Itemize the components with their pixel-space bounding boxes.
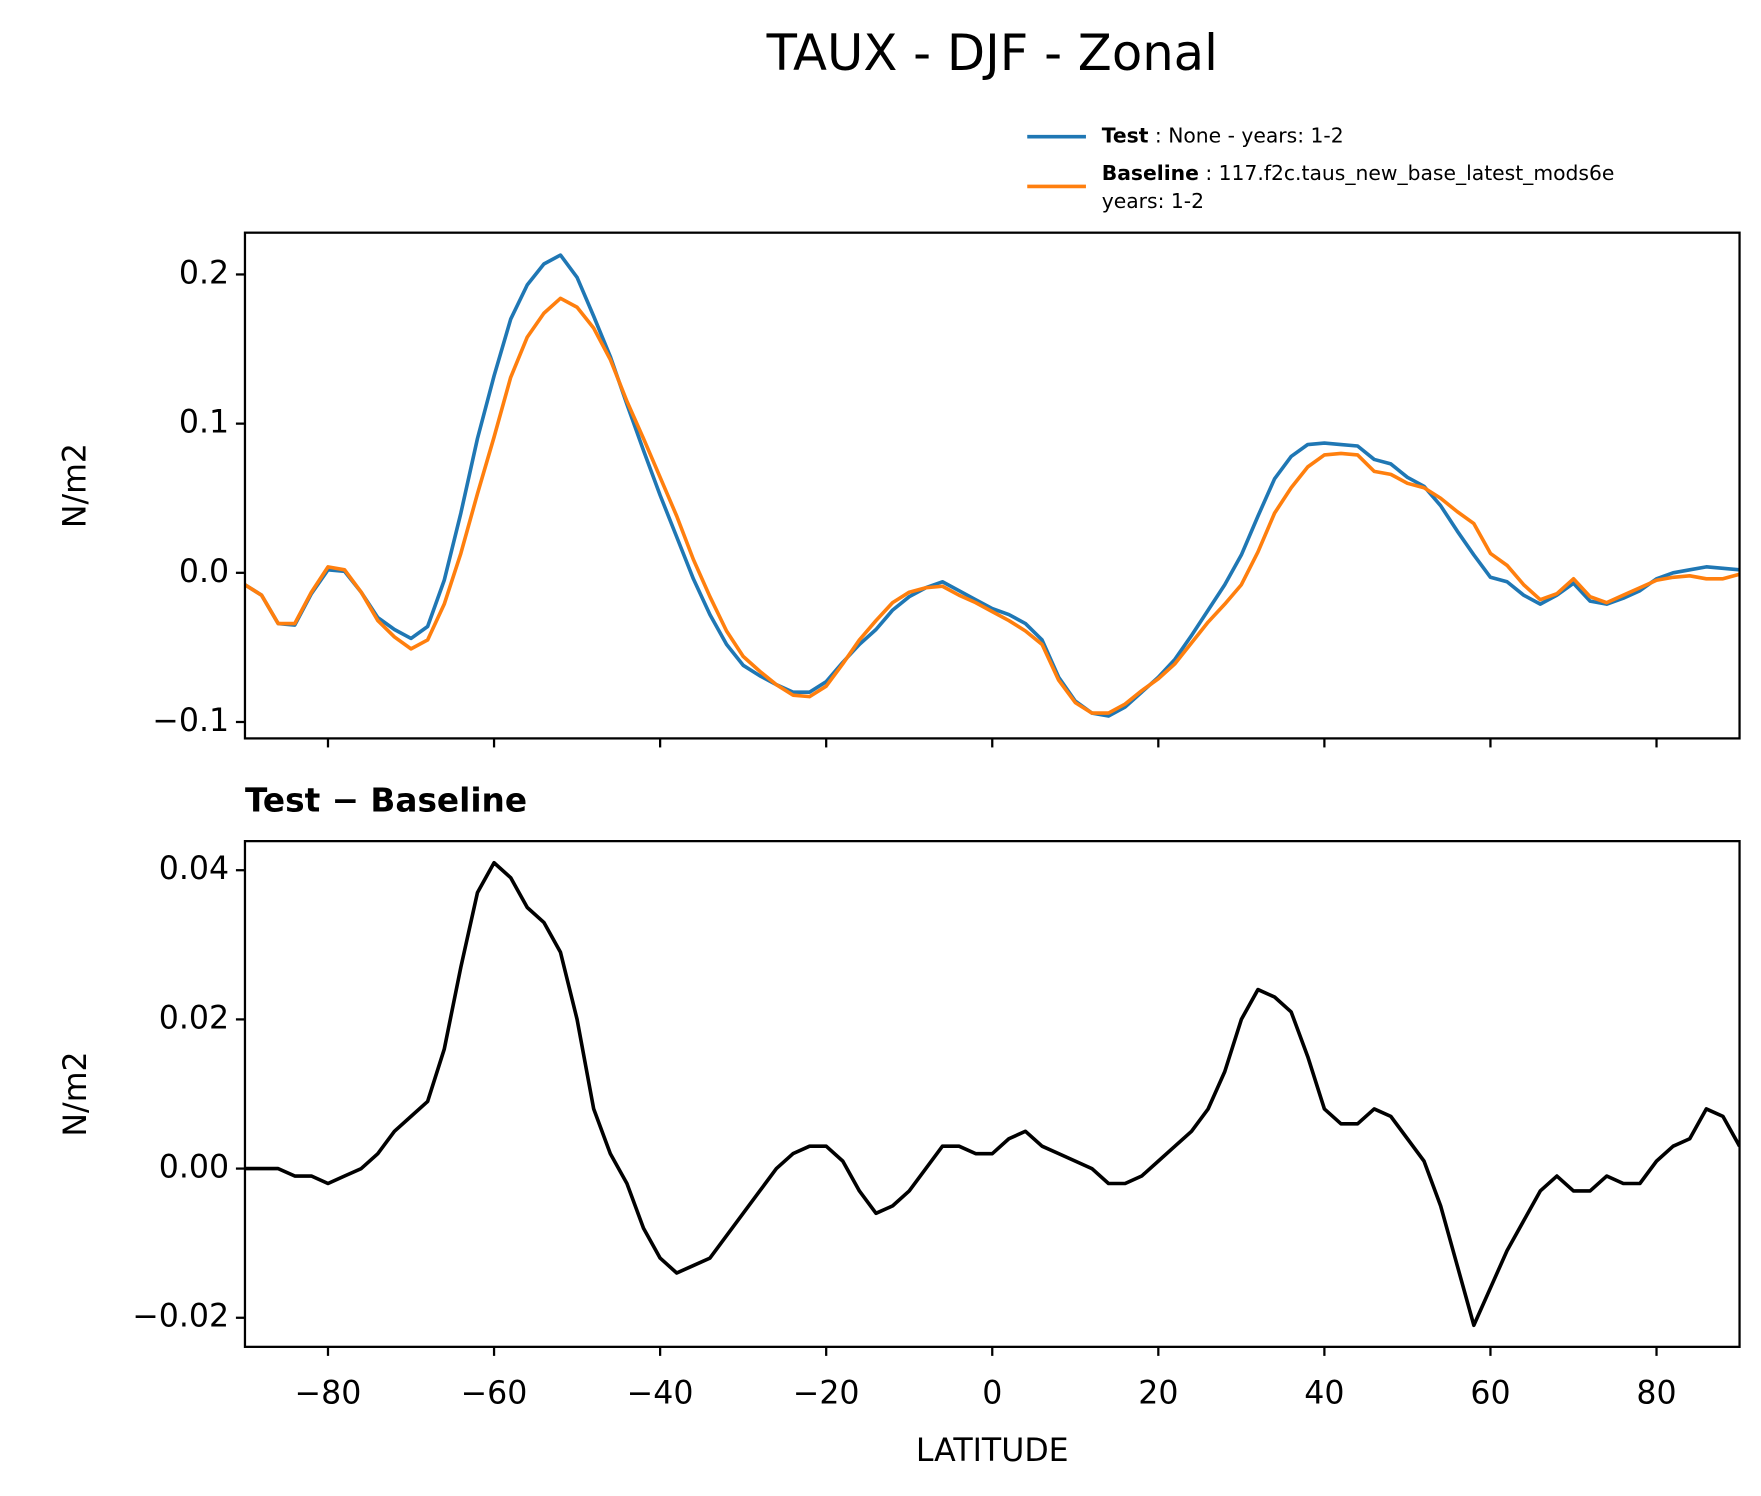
legend-bold: Test [1102,124,1149,148]
x-tick-label: −20 [793,1375,860,1411]
y-tick-label: 0.1 [179,405,229,441]
x-tick-label: 40 [1304,1375,1344,1411]
y-axis-label: N/m2 [58,443,94,528]
x-axis-label: LATITUDE [916,1433,1069,1469]
y-tick-label: −0.1 [152,703,229,739]
x-tick-label: −80 [295,1375,362,1411]
x-tick-label: 60 [1470,1375,1510,1411]
data-line [244,296,1740,715]
x-tick-label: 20 [1138,1375,1178,1411]
y-tick-label: 0.02 [159,1000,229,1036]
x-tick-label: −40 [627,1375,694,1411]
x-tick-label: −60 [461,1375,528,1411]
y-tick-label: −0.02 [132,1299,229,1335]
y-axis-label: N/m2 [58,1051,94,1136]
data-line [244,253,1740,718]
legend-line: Test : None - years: 1-2 [1102,124,1344,148]
y-tick-label: 0.04 [159,851,229,887]
data-line [244,860,1740,1328]
axes-frame [243,231,1741,740]
legend-rest: : None - years: 1-2 [1148,124,1343,148]
y-tick-label: 0.2 [179,255,229,291]
y-tick-label: 0.0 [179,554,229,590]
figure-title: TAUX - DJF - Zonal [766,24,1218,82]
legend-label: Test : None - years: 1-2 [1102,124,1344,148]
subplot-title: Test − Baseline [245,782,527,820]
x-tick-label: 80 [1636,1375,1676,1411]
y-tick-label: 0.00 [159,1150,229,1186]
legend-line: years: 1-2 [1102,189,1204,213]
legend-line: Baseline : 117.f2c.taus_new_base_latest_… [1102,161,1615,186]
legend-rest: : 117.f2c.taus_new_base_latest_mods6e [1199,161,1614,186]
x-tick-label: 0 [982,1375,1002,1411]
axes-frame [243,840,1741,1348]
legend-label: Baseline : 117.f2c.taus_new_base_latest_… [1102,161,1615,213]
legend-bold: Baseline [1102,161,1199,185]
